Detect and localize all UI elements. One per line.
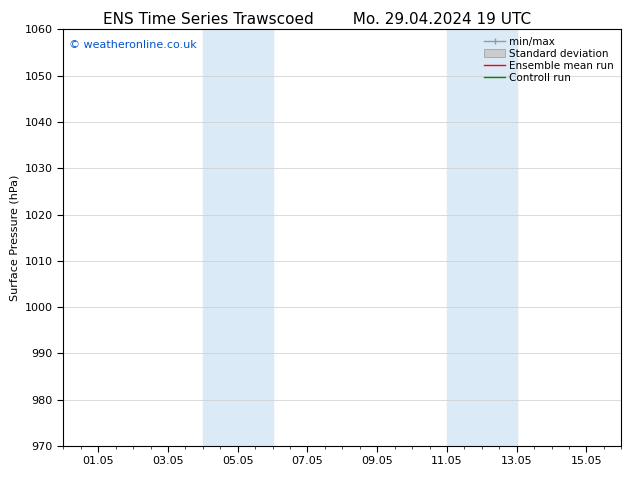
- Y-axis label: Surface Pressure (hPa): Surface Pressure (hPa): [10, 174, 19, 301]
- Legend: min/max, Standard deviation, Ensemble mean run, Controll run: min/max, Standard deviation, Ensemble me…: [482, 35, 616, 85]
- Bar: [447, 29, 517, 446]
- Text: ENS Time Series Trawscoed        Mo. 29.04.2024 19 UTC: ENS Time Series Trawscoed Mo. 29.04.2024…: [103, 12, 531, 27]
- Text: © weatheronline.co.uk: © weatheronline.co.uk: [69, 40, 197, 50]
- Bar: [203, 29, 273, 446]
